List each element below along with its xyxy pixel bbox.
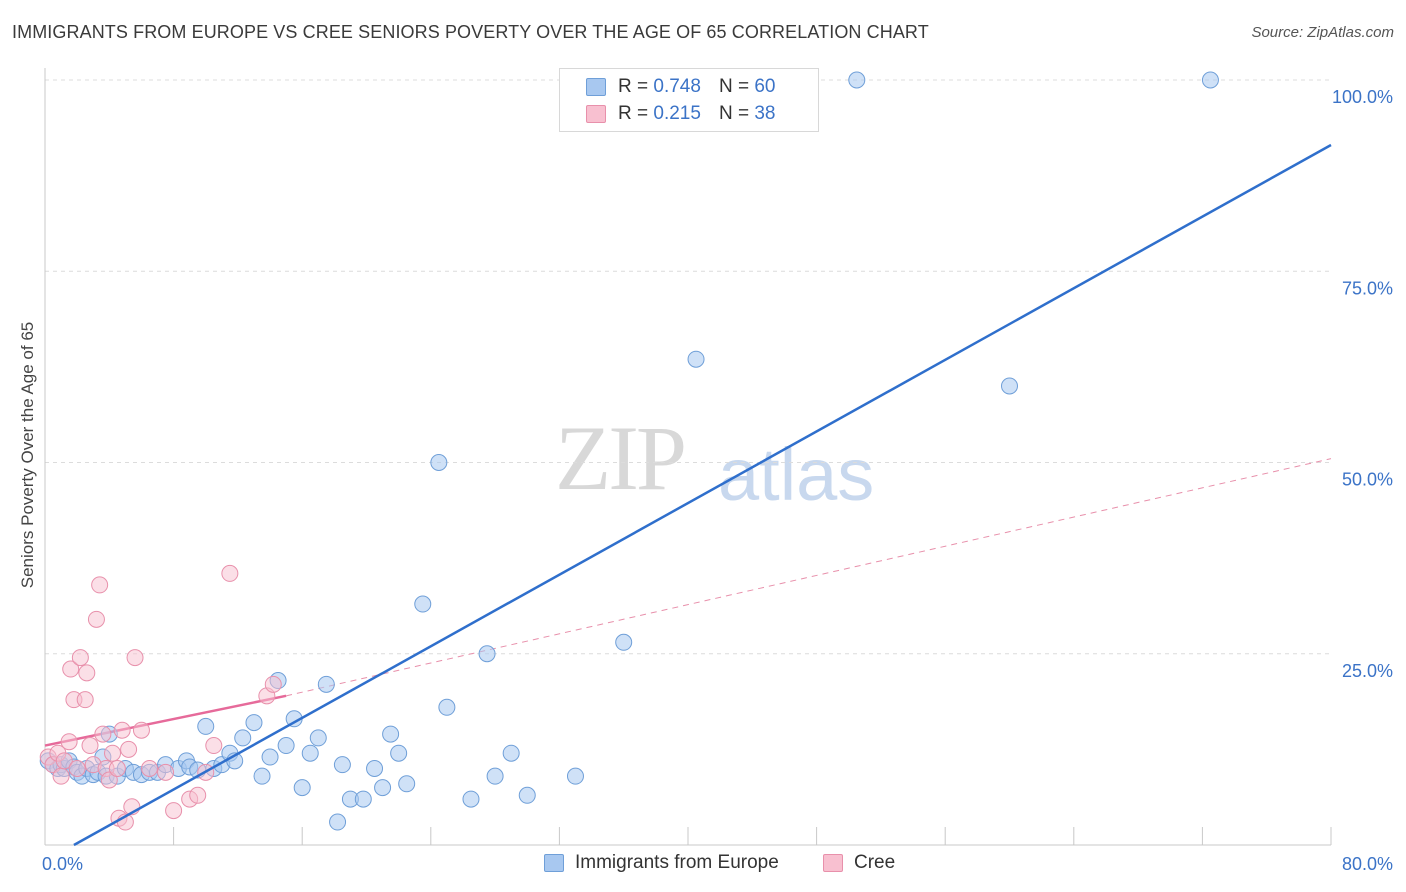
source-credit: Source: ZipAtlas.com <box>1251 24 1394 41</box>
cree-point <box>264 675 282 693</box>
x-tick-label: 0.0% <box>42 854 83 874</box>
europe-points <box>39 71 1219 831</box>
legend-item-europe[interactable]: Immigrants from Europe <box>544 852 779 874</box>
europe-point <box>293 779 311 797</box>
r-value: 0.215 <box>653 103 701 124</box>
cree-point <box>120 740 138 758</box>
cree-point <box>140 760 158 777</box>
europe-point <box>245 714 263 732</box>
stats-legend: R = 0.748 N = 60 R = 0.215 N = 38 <box>559 68 819 132</box>
cree-point <box>71 649 89 667</box>
cree-legend-swatch <box>823 854 843 872</box>
europe-point <box>566 767 584 785</box>
cree-swatch <box>586 105 606 123</box>
europe-point <box>848 71 866 89</box>
cree-points <box>39 564 282 831</box>
cree-point <box>205 737 223 755</box>
europe-legend-swatch <box>544 854 564 872</box>
cree-point <box>55 752 73 770</box>
cree-point <box>126 649 144 667</box>
chart-title: IMMIGRANTS FROM EUROPE VS CREE SENIORS P… <box>12 22 929 42</box>
cree-point <box>91 576 109 594</box>
legend-row-cree: R = 0.215 N = 38 <box>586 102 775 126</box>
europe-point <box>615 633 633 651</box>
cree-point <box>68 760 86 777</box>
europe-point <box>518 786 536 804</box>
europe-point <box>462 790 480 808</box>
cree-point <box>165 802 183 820</box>
europe-point <box>354 790 372 808</box>
europe-point <box>414 595 432 613</box>
cree-point <box>113 721 131 739</box>
tick-labels: 25.0% 50.0% 75.0% 100.0% 0.0% 80.0% <box>42 87 1393 874</box>
watermark-atlas: atlas <box>718 433 875 516</box>
n-value: 38 <box>754 103 776 124</box>
europe-swatch <box>586 78 606 96</box>
europe-point <box>301 744 319 762</box>
cree-point <box>62 660 80 678</box>
europe-trendline <box>73 143 1332 847</box>
europe-point <box>329 813 347 831</box>
y-tick-label: 100.0% <box>1332 87 1393 107</box>
legend-row-europe: R = 0.748 N = 60 <box>586 75 775 99</box>
y-tick-label: 75.0% <box>1342 278 1393 298</box>
europe-point <box>317 675 335 693</box>
europe-point <box>1201 71 1219 89</box>
cree-point <box>221 564 239 582</box>
europe-point <box>382 725 400 743</box>
europe-point <box>438 698 456 716</box>
series-legend: Immigrants from Europe Cree <box>0 852 1406 878</box>
europe-point <box>486 767 504 785</box>
r-label: R = <box>618 103 649 124</box>
cree-trendline-dashed <box>286 458 1332 697</box>
cree-point <box>189 786 207 804</box>
europe-point <box>309 729 327 747</box>
r-value: 0.748 <box>653 76 701 97</box>
europe-point <box>197 717 215 735</box>
n-label: N = <box>718 103 750 124</box>
europe-point <box>366 760 384 777</box>
gridlines <box>45 79 1331 655</box>
cree-point <box>104 744 122 762</box>
cree-point <box>132 721 150 739</box>
europe-point <box>374 779 392 797</box>
cree-point <box>94 725 112 743</box>
r-label: R = <box>618 76 649 97</box>
europe-point <box>430 454 448 471</box>
europe-point <box>234 729 252 747</box>
cree-trendline <box>44 694 287 747</box>
europe-point <box>261 748 279 766</box>
europe-point <box>277 737 295 755</box>
cree-point <box>52 767 70 785</box>
legend-label-cree: Cree <box>854 852 896 873</box>
legend-label-europe: Immigrants from Europe <box>575 852 779 873</box>
europe-point <box>390 744 408 762</box>
cree-point <box>81 737 99 755</box>
watermark-zip: ZIP <box>555 407 687 509</box>
europe-point <box>502 744 520 762</box>
cree-point <box>108 760 126 777</box>
cree-point <box>78 664 96 682</box>
y-tick-label: 25.0% <box>1342 661 1393 681</box>
cree-point <box>76 691 94 709</box>
n-label: N = <box>718 76 750 97</box>
europe-point <box>478 645 496 663</box>
x-tick-label: 80.0% <box>1342 854 1393 874</box>
europe-trendline-group <box>73 143 1332 847</box>
cree-point <box>157 763 175 781</box>
europe-point <box>398 775 416 793</box>
n-value: 60 <box>754 76 776 97</box>
europe-point <box>687 350 705 368</box>
axes <box>44 68 1332 846</box>
cree-trendline-group <box>44 458 1332 747</box>
legend-item-cree[interactable]: Cree <box>823 852 895 874</box>
y-tick-label: 50.0% <box>1342 470 1393 490</box>
cree-point <box>87 610 105 628</box>
europe-point <box>1001 377 1018 395</box>
cree-point <box>60 733 78 751</box>
europe-point <box>253 767 271 785</box>
europe-point <box>333 756 351 774</box>
